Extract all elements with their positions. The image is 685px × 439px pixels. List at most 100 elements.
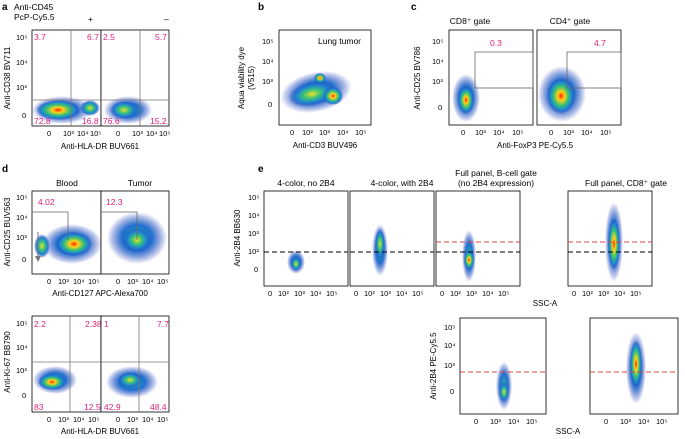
c-ylabel: Anti-CD25 BV786 (413, 46, 422, 110)
panel-label-e: e (258, 164, 264, 175)
d-b-xtick-3: 10³ (58, 415, 69, 424)
gate-d-tumor-tl: 1 (104, 319, 109, 329)
d-b-xtick-5: 10⁵ (88, 415, 99, 424)
b-ylabel-2: (V515) (247, 66, 256, 90)
gate-d-blood: 4.02 (38, 197, 55, 207)
plot-a-plus: 3.7 6.7 72.8 16.8 (31, 29, 102, 127)
d-bottom-yticks: 10⁵ 10⁴ 10³ 0 (16, 319, 28, 400)
e4-xtick-4: 10⁴ (614, 289, 626, 298)
panel-label-d: d (2, 164, 8, 175)
e-ytick-3: 10³ (248, 229, 259, 238)
e3-xtick-5: 10⁵ (498, 289, 509, 298)
panel-label-b: b (258, 2, 264, 13)
d-ytick-5: 10⁵ (16, 193, 27, 202)
d-b-ytick-0: 0 (22, 391, 26, 400)
plot-d-blood-bottom: 2.2 2.38 83 12.5 (31, 315, 102, 413)
scatter-c-cd4 (538, 66, 586, 122)
a-ytick-4: 10⁴ (16, 58, 28, 67)
e6-xtick-4: 10⁴ (638, 417, 650, 426)
e1-xtick-3: 10³ (294, 289, 305, 298)
scatter-d-tumor-bottom (106, 366, 158, 398)
a-xtick-0: 0 (47, 129, 51, 138)
a-xtick-5: 10⁵ (90, 129, 101, 138)
e2-xtick-0: 0 (354, 289, 358, 298)
e-b-ytick-4: 10⁴ (444, 341, 456, 350)
panel-e: e 4-color, no 2B4 4-color, with 2B4 Full… (233, 164, 679, 436)
row-label-2: PcP-Cy5.5 (14, 12, 55, 22)
plot-d-tumor-top: 12.3 (100, 190, 170, 275)
d-top-xlabel: Anti-CD127 APC-Alexa700 (52, 289, 148, 298)
gate-a-plus-bl: 72.8 (34, 116, 51, 126)
gate-a-minus-tr: 5.7 (155, 32, 167, 42)
gate-d-tumor-br: 48.4 (150, 402, 167, 412)
d-ytick-4: 10⁴ (16, 213, 28, 222)
e6-xtick-0: 0 (604, 417, 608, 426)
a-ytick-0: 0 (22, 111, 26, 120)
d-title-tumor: Tumor (128, 178, 152, 188)
e3-xtick-4: 10⁴ (482, 289, 494, 298)
a-ytick-3: 10³ (16, 83, 27, 92)
plot-d-tumor-bottom: 1 7.7 42.9 48.4 (100, 315, 170, 413)
gate-d-tumor: 12.3 (106, 197, 123, 207)
gate-a-minus-tl: 2.5 (103, 32, 115, 42)
gate-d-tumor-tr: 7.7 (157, 319, 169, 329)
e3-xtick-2: 10² (450, 289, 461, 298)
e-title-2: 4-color, with 2B4 (371, 178, 434, 188)
d-xtick-0: 0 (47, 277, 51, 286)
b-ytick-5: 10⁵ (262, 37, 273, 46)
gate-a-minus-bl: 76.6 (103, 116, 120, 126)
e5-xtick-4: 10⁴ (508, 417, 520, 426)
plot-c-cd4: 4.7 (536, 29, 622, 126)
c-title-cd8: CD8⁺ gate (450, 16, 491, 26)
e-ytick-5: 10⁵ (248, 193, 259, 202)
scatter-d-blood-bottom (33, 366, 77, 394)
b-ylabel-1: Aqua viability dye (237, 46, 246, 109)
d-ytick-3: 10³ (16, 233, 27, 242)
plot-e-5 (459, 317, 547, 415)
e-title-4: Full panel, CD8⁺ gate (585, 178, 667, 188)
e-ytick-2: 10² (248, 247, 259, 256)
b-xtick-3: 10³ (319, 128, 330, 137)
a-xtick-3: 10³ (63, 129, 74, 138)
c-xtick-4: 10⁴ (493, 128, 505, 137)
d-b-xtick-5b: 10⁵ (157, 415, 168, 424)
plot-e-6 (589, 317, 679, 415)
c-xticks: 0 10³ 10⁴ 10⁵ 0 10³ 10⁴ 10⁵ (461, 128, 611, 137)
gate-c-cd8: 0.3 (490, 38, 502, 48)
plot-b: Lung tumor (278, 29, 372, 126)
c-xlabel: Anti-FoxP3 PE-Cy5.5 (497, 141, 574, 150)
plot-e-4 (567, 190, 653, 287)
a-yticks: 10⁵ 10⁴ 10³ 0 (16, 33, 28, 120)
e-top-ylabel: Anti-2B4 BB630 (233, 209, 242, 266)
gate-d-tumor-bl: 42.9 (104, 402, 121, 412)
e2-xtick-5: 10⁵ (412, 289, 423, 298)
b-xtick-4: 10⁴ (337, 128, 349, 137)
d-xtick-4b: 10⁴ (142, 277, 154, 286)
e2-xtick-3: 10³ (380, 289, 391, 298)
e-title-1: 4-color, no 2B4 (277, 178, 334, 188)
d-top-yticks: 10⁵ 10⁴ 10³ 0 (16, 193, 28, 264)
a-xtick-4: 10⁴ (77, 129, 89, 138)
gate-a-plus-br: 16.8 (82, 116, 99, 126)
e-bottom-ylabel: Anti-2B4 PE-Cy5.5 (429, 332, 438, 400)
panel-a: a Anti-CD45 PcP-Cy5.5 + – 3.7 6.7 72.8 1… (2, 2, 170, 151)
c-yticks: 10⁵ 10⁴ 10³ 0 (432, 37, 444, 112)
d-xtick-5b: 10⁵ (157, 277, 168, 286)
d-b-ytick-5: 10⁵ (16, 319, 27, 328)
c-ytick-5: 10⁵ (432, 37, 443, 46)
e2-xtick-4: 10⁴ (396, 289, 408, 298)
b-xtick-5: 10⁵ (355, 128, 366, 137)
e-title-3a: Full panel, B-cell gate (455, 168, 537, 178)
c-xtick-3: 10³ (475, 128, 486, 137)
e-b-ytick-5: 10⁵ (444, 323, 455, 332)
plot-e-3 (435, 190, 521, 287)
e-ytick-4: 10⁴ (248, 211, 260, 220)
d-b-xtick-4b: 10⁴ (142, 415, 154, 424)
d-b-ytick-3: 10³ (16, 366, 27, 375)
e5-xtick-3: 10³ (490, 417, 501, 426)
e6-xtick-3: 10³ (620, 417, 631, 426)
b-xtick-0: 0 (290, 128, 294, 137)
plot-e-1 (263, 190, 349, 287)
gate-d-blood-tr: 2.38 (85, 319, 102, 329)
e4-xtick-3: 10³ (598, 289, 609, 298)
